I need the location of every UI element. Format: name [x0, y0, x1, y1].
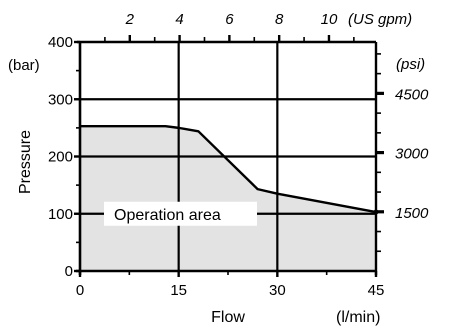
top-tick-label: 8 [275, 11, 284, 28]
top-axis-unit: (US gpm) [348, 11, 412, 28]
y-tick-label: 100 [48, 206, 73, 223]
x-tick-label: 45 [368, 282, 385, 299]
right-axis-unit: (psi) [396, 56, 425, 73]
annotation-background [104, 201, 257, 226]
y-axis-title: Pressure [17, 130, 34, 194]
y-tick-label: 300 [48, 91, 73, 108]
x-axis-unit: (l/min) [336, 309, 380, 326]
x-axis-title: Flow [211, 309, 245, 326]
operation-area-layer [80, 124, 379, 271]
x-tick-label: 30 [269, 282, 286, 299]
y-tick-label: 0 [65, 263, 73, 280]
top-tick-label: 6 [225, 11, 234, 28]
right-tick-label: 1500 [395, 205, 429, 222]
top-tick-label: 2 [125, 11, 135, 28]
y-axis-unit: (bar) [8, 57, 40, 74]
operation-area-annotation: Operation area [114, 207, 221, 224]
operation-area-fill [80, 126, 376, 271]
label-layer: 0 100 200 300 400 0 15 30 45 2 4 6 8 10 (US gpm) 1500 30… [8, 11, 429, 326]
right-tick-label: 3000 [395, 146, 429, 163]
right-tick-label: 4500 [395, 86, 429, 103]
x-tick-label: 0 [76, 282, 84, 299]
top-tick-label: 10 [321, 11, 338, 28]
top-tick-label: 4 [175, 11, 183, 28]
x-tick-label: 15 [170, 282, 187, 299]
y-tick-label: 200 [48, 149, 73, 166]
y-tick-label: 400 [48, 34, 73, 51]
axis-layer [74, 35, 384, 277]
